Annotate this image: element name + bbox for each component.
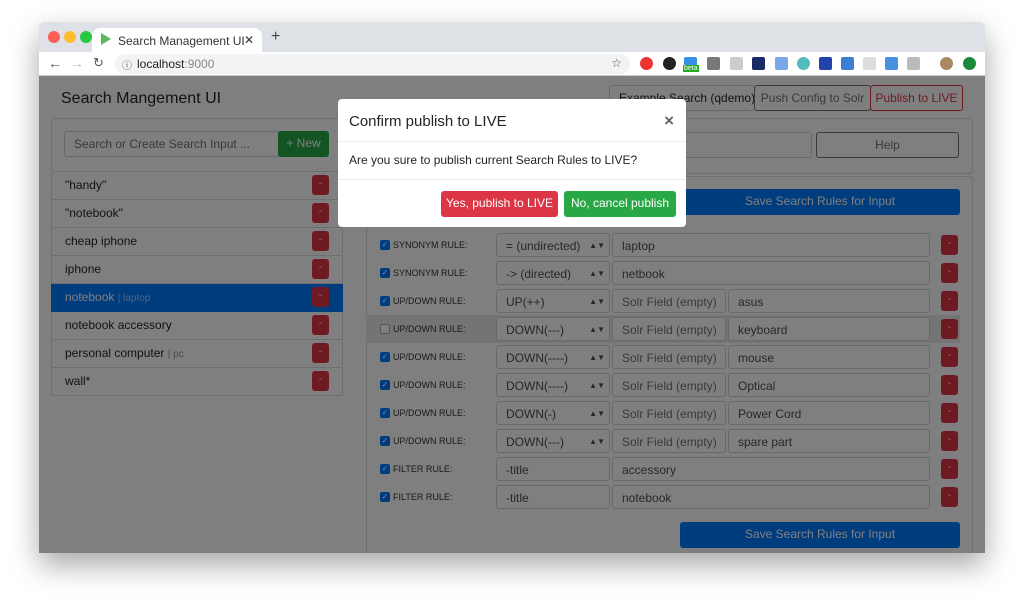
back-icon[interactable]: ←	[48, 55, 62, 71]
r-extension-icon[interactable]	[797, 57, 810, 70]
color-extension-icon[interactable]	[663, 57, 676, 70]
divider	[338, 179, 686, 180]
url-host: localhost	[137, 57, 185, 71]
feather-extension-icon[interactable]	[885, 57, 898, 70]
extension-icon[interactable]	[707, 57, 720, 70]
w-extension-icon[interactable]	[752, 57, 765, 70]
close-tab-icon[interactable]: ✕	[243, 33, 254, 47]
tab-title: Search Management UI	[118, 34, 245, 48]
modal-title: Confirm publish to LIVE	[349, 113, 507, 130]
profile-avatar[interactable]	[940, 57, 953, 70]
browser-tab[interactable]: Search Management UI ✕	[92, 28, 262, 52]
close-icon[interactable]: ×	[664, 111, 674, 130]
confirm-publish-button[interactable]: Yes, publish to LIVE	[441, 191, 558, 217]
confirm-publish-modal: Confirm publish to LIVE × Are you sure t…	[338, 99, 686, 227]
g-extension-icon[interactable]	[907, 57, 920, 70]
update-icon[interactable]	[963, 57, 976, 70]
address-toolbar: ← → ↻ ⓘ localhost:9000 ☆ beta	[39, 52, 985, 76]
extension-icon[interactable]	[730, 57, 743, 70]
minimize-window-icon[interactable]	[64, 31, 76, 43]
play-favicon-icon	[101, 33, 111, 45]
url-port: :9000	[184, 57, 215, 71]
info-icon: ⓘ	[122, 61, 132, 72]
bookmark-star-icon[interactable]: ☆	[611, 56, 622, 70]
divider	[338, 141, 686, 142]
new-tab-icon[interactable]: +	[271, 28, 281, 45]
forward-icon[interactable]: →	[70, 55, 84, 71]
cancel-publish-button[interactable]: No, cancel publish	[564, 191, 676, 217]
tab-bar: Search Management UI ✕ +	[39, 22, 985, 52]
extension-icon[interactable]	[841, 57, 854, 70]
opera-extension-icon[interactable]	[640, 57, 653, 70]
close-window-icon[interactable]	[48, 31, 60, 43]
b-extension-icon[interactable]	[775, 57, 788, 70]
browser-window: Search Management UI ✕ + ← → ↻ ⓘ localho…	[39, 22, 985, 553]
url-bar[interactable]: ⓘ localhost:9000 ☆	[115, 54, 630, 74]
extension-icon[interactable]	[863, 57, 876, 70]
modal-body-text: Are you sure to publish current Search R…	[349, 153, 638, 167]
lighthouse-extension-icon[interactable]	[819, 57, 832, 70]
maximize-window-icon[interactable]	[80, 31, 92, 43]
beta-badge: beta	[683, 65, 699, 72]
reload-icon[interactable]: ↻	[93, 55, 104, 70]
